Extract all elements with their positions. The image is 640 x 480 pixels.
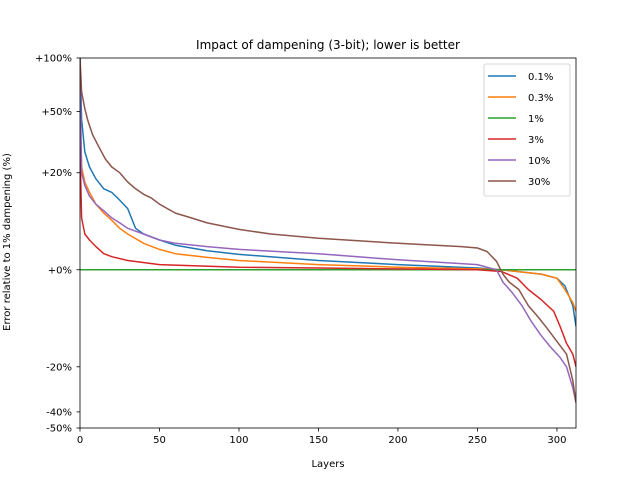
legend-label-5: 30% [528,177,550,188]
x-tick-label-1: 50 [153,435,166,446]
series-line-1 [80,104,576,312]
y-tick-label-4: -20% [46,362,72,373]
x-tick-label-3: 150 [309,435,328,446]
y-axis-label: Error relative to 1% dampening (%) [2,153,13,331]
legend-box [483,63,571,197]
x-tick-label-4: 200 [388,435,407,446]
y-axis-ticks: +100% +50% +20% +0% -20% -40% -50% [35,54,80,435]
y-tick-label-6: -50% [46,424,72,435]
plot-area [80,58,576,403]
legend-label-3: 3% [528,135,544,146]
legend: 0.1% 0.3% 1% 3% 10% 30% [483,63,571,197]
y-tick-label-1: +50% [41,107,72,118]
x-tick-label-6: 300 [547,435,566,446]
legend-label-0: 0.1% [528,72,553,83]
series-line-5 [80,58,576,403]
series-line-3 [80,147,576,367]
series-line-4 [80,70,576,403]
x-axis-ticks: 0 50 100 150 200 250 300 [77,428,566,446]
plot-frame [79,57,577,429]
chart-title: Impact of dampening (3-bit); lower is be… [196,38,460,52]
x-tick-label-0: 0 [77,435,83,446]
x-tick-label-2: 100 [229,435,248,446]
y-tick-label-0: +100% [35,54,72,65]
legend-label-4: 10% [528,156,550,167]
y-tick-label-3: +0% [48,265,72,276]
y-tick-label-5: -40% [46,407,72,418]
legend-label-2: 1% [528,114,544,125]
y-tick-label-2: +20% [41,168,72,179]
legend-label-1: 0.3% [528,93,553,104]
x-axis-label: Layers [311,459,344,470]
x-tick-label-5: 250 [468,435,487,446]
